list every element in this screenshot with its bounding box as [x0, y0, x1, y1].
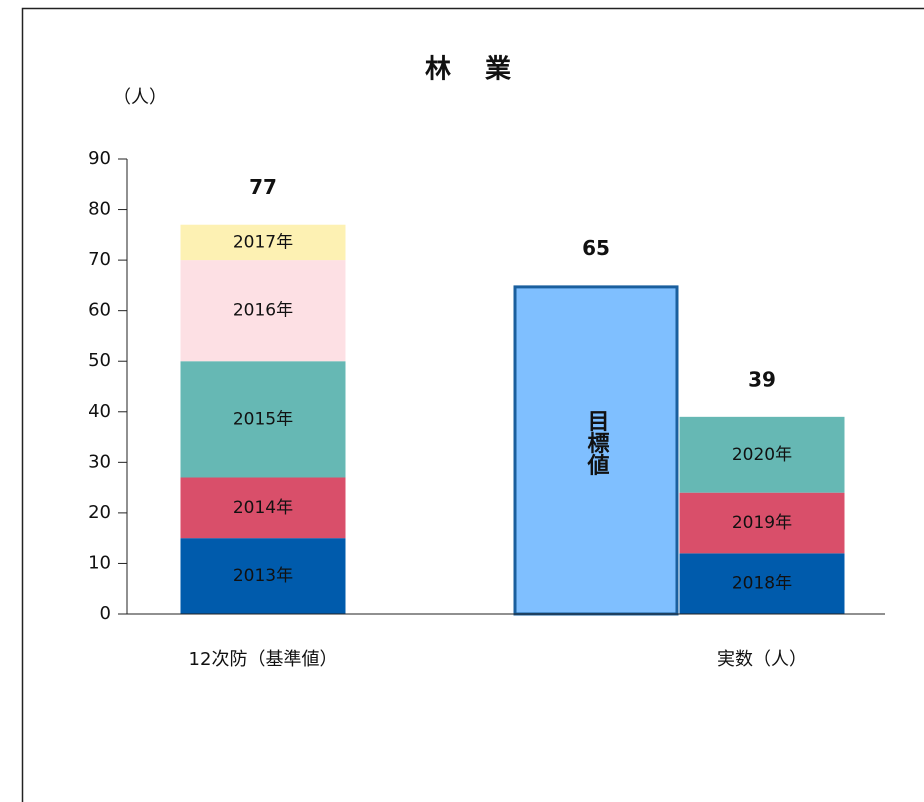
- bar-segment: [180, 477, 346, 539]
- frame: [21, 7, 924, 802]
- segment-label: 2017年: [233, 232, 293, 252]
- bar-segment: [180, 538, 346, 614]
- bar-segment: [180, 361, 346, 478]
- bar-segment: [679, 553, 845, 614]
- x-tick-label: 12次防（基準値）: [189, 649, 338, 670]
- y-tick-label: 0: [100, 603, 111, 624]
- bar-segment: [180, 224, 346, 261]
- y-tick-label: 10: [88, 552, 111, 573]
- y-tick-label: 90: [88, 148, 111, 169]
- chart-title: 林 業: [425, 55, 515, 85]
- bar-segment: [679, 492, 845, 554]
- bar-segment: [180, 260, 346, 362]
- y-tick-label: 40: [88, 401, 111, 422]
- segment-label: 2015年: [233, 409, 293, 429]
- total-label: 39: [748, 367, 776, 391]
- y-tick-label: 60: [88, 300, 111, 321]
- segment-label: 2018年: [732, 574, 792, 594]
- total-label: 77: [249, 175, 277, 199]
- total-label: 65: [582, 236, 610, 260]
- segment-label: 2013年: [233, 566, 293, 586]
- segment-label: 2014年: [233, 498, 293, 518]
- y-tick-label: 80: [88, 199, 111, 220]
- segment-label: 目標値: [584, 410, 611, 476]
- y-tick-label: 30: [88, 451, 111, 472]
- bar-segment: [513, 285, 679, 616]
- segment-label: 2016年: [233, 301, 293, 321]
- y-tick-label: 70: [88, 249, 111, 270]
- x-tick-label: 実数（人）: [717, 649, 807, 670]
- y-tick-label: 50: [88, 350, 111, 371]
- y-axis-label: （人）: [113, 87, 167, 108]
- segment-label: 2020年: [732, 445, 792, 465]
- segment-label: 2019年: [732, 513, 792, 533]
- y-tick-label: 20: [88, 502, 111, 523]
- bar-segment: [679, 416, 845, 493]
